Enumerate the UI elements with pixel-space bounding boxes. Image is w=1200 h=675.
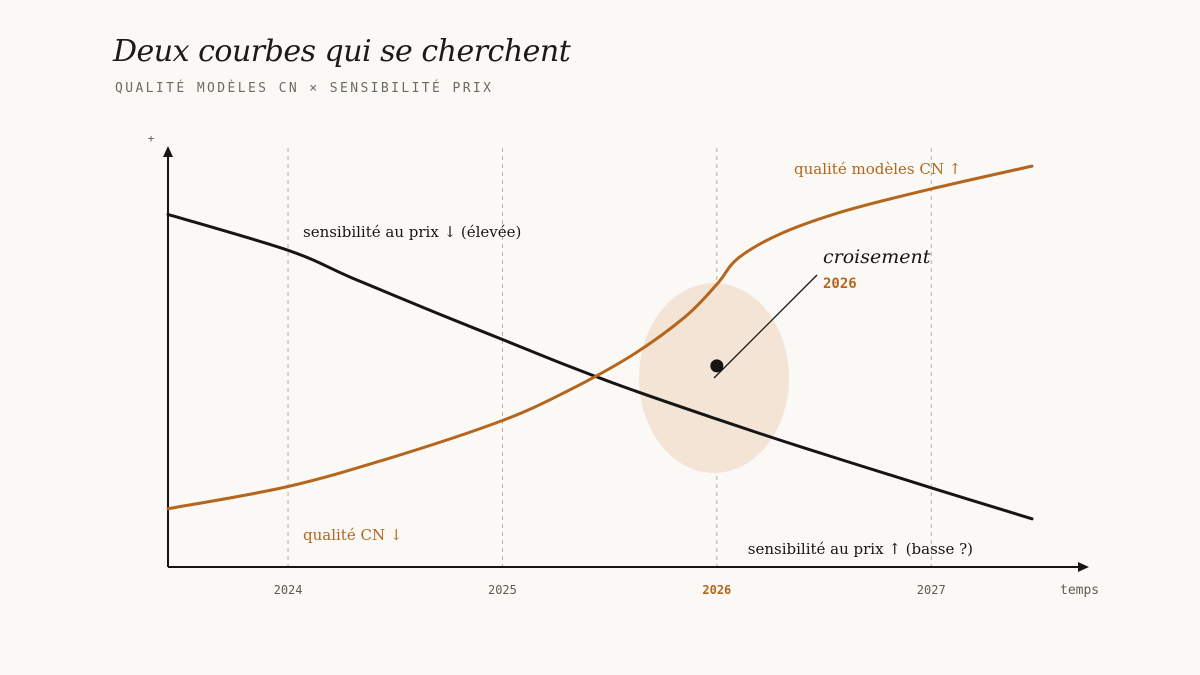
annotation-sensitivity-high: sensibilité au prix ↓ (élevée) [303, 223, 521, 241]
annotation-crossing-year: 2026 [823, 276, 857, 292]
chart-title: Deux courbes qui se cherchent [113, 34, 571, 69]
chart-subtitle: QUALITÉ MODÈLES CN × SENSIBILITÉ PRIX [115, 81, 494, 96]
crossing-leader-line [713, 274, 818, 379]
x-tick-labels: 2024 2025 2026 2027 [274, 583, 946, 597]
series-line-quality [166, 164, 1034, 511]
crossing-marker [710, 359, 724, 373]
y-axis-arrow [163, 146, 173, 157]
annotation-quality-high: qualité modèles CN ↑ [794, 160, 961, 178]
series-line-sensitivity [166, 212, 1034, 521]
x-axis-arrow [1078, 562, 1089, 572]
x-tick-label-2024: 2024 [274, 583, 303, 597]
x-tick-label-2025: 2025 [488, 583, 517, 597]
annotation-sensitivity-low: sensibilité au prix ↑ (basse ?) [748, 540, 973, 558]
x-tick-label-2026: 2026 [702, 583, 731, 597]
annotation-crossing-label: croisement [823, 246, 931, 268]
annotation-quality-low: qualité CN ↓ [303, 526, 402, 544]
grid-lines [287, 148, 932, 567]
axes: + temps [148, 132, 1099, 598]
x-tick-label-2027: 2027 [917, 583, 946, 597]
y-axis-label: + [148, 132, 155, 145]
x-axis-label: temps [1060, 583, 1099, 598]
